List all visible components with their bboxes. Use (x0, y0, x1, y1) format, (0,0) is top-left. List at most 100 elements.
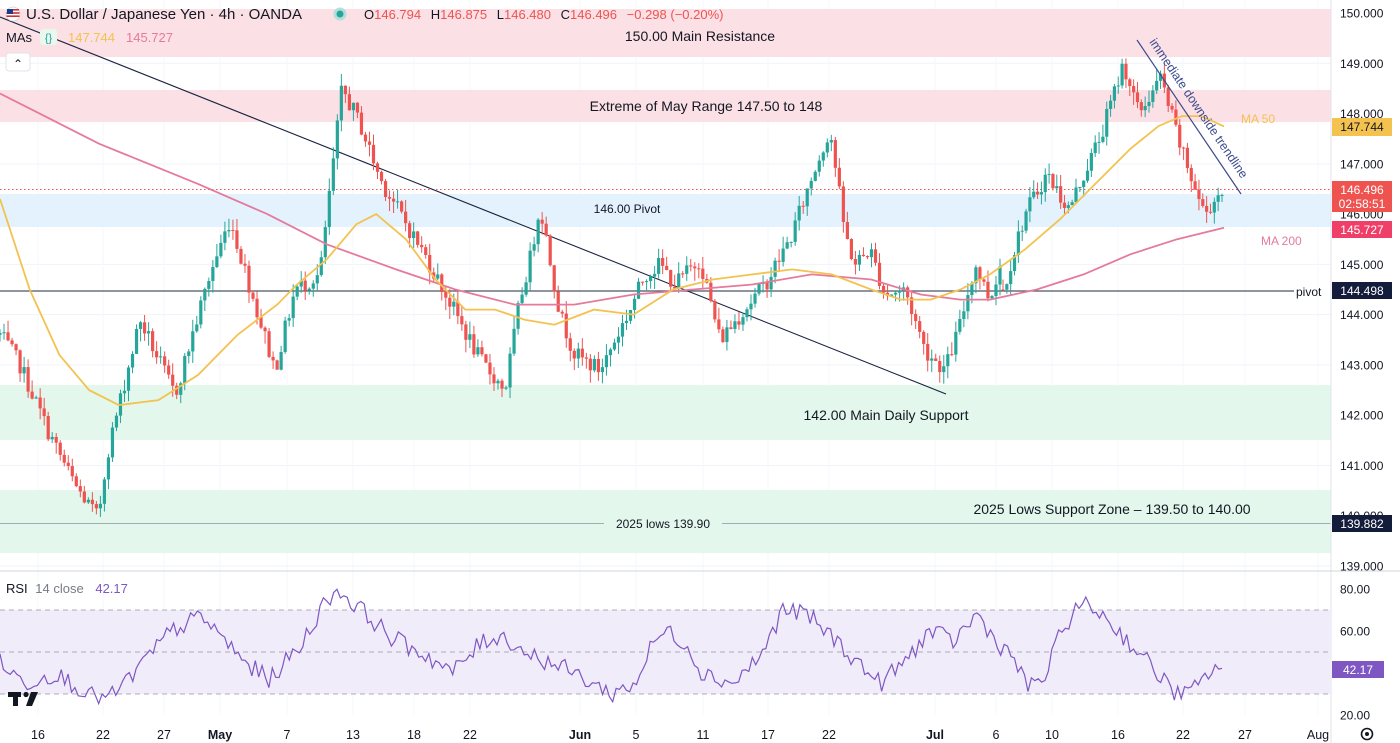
candle-body (693, 266, 697, 269)
candle-body (18, 350, 22, 374)
ohlc-values: O146.794 H146.875 L146.480 C146.496 −0.2… (364, 7, 724, 22)
candle-body (66, 462, 70, 467)
rsi-legend-params: 14 close (35, 581, 83, 596)
price-tick-label: 142.000 (1340, 409, 1384, 423)
candle-body (624, 320, 629, 324)
price-axis[interactable]: 139.000140.000141.000142.000143.000144.0… (1340, 7, 1384, 574)
svg-text:RSI 14 close 42.17: RSI 14 close 42.17 (6, 581, 128, 596)
rsi-tick-label: 80.00 (1340, 583, 1370, 597)
main-resistance-label: 150.00 Main Resistance (625, 28, 775, 44)
ma50-legend-value: 147.744 (68, 30, 115, 45)
candle-body (753, 293, 757, 304)
symbol-title[interactable]: U.S. Dollar / Japanese Yen · 4h · OANDA (26, 6, 302, 23)
candle-body (540, 219, 544, 224)
candle-body (355, 102, 360, 113)
chart-header: U.S. Dollar / Japanese Yen · 4h · OANDA … (5, 6, 724, 72)
candle-body (291, 296, 295, 319)
candle-body (994, 284, 998, 297)
collapse-legend-button[interactable]: ⌃ (5, 52, 31, 72)
candle-body (825, 142, 829, 153)
lows-line-label: 2025 lows 139.90 (616, 517, 710, 531)
candle-body (889, 294, 894, 296)
mas-legend-label[interactable]: MAs (6, 30, 33, 45)
tradingview-logo-icon[interactable] (8, 691, 38, 706)
candle-body (512, 328, 516, 354)
candle-body (1032, 191, 1036, 198)
candle-body (926, 343, 930, 361)
ma50-line[interactable] (0, 115, 1225, 407)
price-tick-label: 147.000 (1340, 157, 1384, 171)
time-axis[interactable]: 16 22 27 May 7 13 18 22 Jun 5 11 17 22 Jul 6 10 16 22 27 Au… (31, 728, 1329, 742)
candle-body (1181, 147, 1186, 149)
candle-body (50, 436, 54, 440)
candle-body (62, 454, 66, 463)
candle-body (897, 290, 902, 293)
candle-body (134, 328, 139, 354)
candle-body (649, 276, 653, 282)
candle-body (1082, 180, 1086, 187)
candle-body (191, 331, 195, 352)
candle-body (685, 265, 689, 274)
rsi-tick-label: 60.00 (1340, 625, 1370, 639)
candle-body (612, 342, 617, 350)
market-status-icon[interactable] (333, 7, 347, 21)
candle-body (359, 112, 364, 135)
candle-body (371, 144, 376, 164)
candle-body (640, 281, 645, 283)
candle-body (950, 354, 954, 356)
candle-body (480, 347, 484, 355)
candle-body (428, 254, 432, 273)
candle-body (580, 348, 584, 358)
immediate-downside-trendline[interactable] (1136, 39, 1242, 195)
candle-body (496, 380, 500, 384)
candle-body (853, 258, 858, 265)
candle-body (1216, 195, 1220, 202)
time-tick-label: Jul (926, 728, 944, 742)
candle-body (536, 219, 540, 245)
svg-text:139.882: 139.882 (1340, 517, 1384, 531)
candle-body (500, 380, 504, 389)
candle-body (408, 223, 412, 239)
candle-body (387, 197, 392, 199)
candle-body (1093, 142, 1097, 154)
candle-body (669, 269, 673, 287)
time-tick-label: 5 (633, 728, 640, 742)
candle-body (1078, 186, 1082, 188)
candle-body (833, 140, 837, 168)
candle-body (22, 367, 26, 374)
candle-body (725, 327, 729, 343)
candle-body (94, 504, 98, 509)
candle-body (1066, 205, 1070, 208)
rsi-line[interactable] (0, 588, 1223, 706)
candle-body (737, 321, 741, 325)
rsi-tick-label: 20.00 (1340, 709, 1370, 723)
candle-body (98, 503, 103, 509)
candle-body (1047, 174, 1051, 176)
candle-body (632, 298, 637, 310)
time-tick-label: 16 (1111, 728, 1125, 742)
candle-body (938, 360, 942, 373)
time-tick-label: Aug (1307, 728, 1329, 742)
candle-body (299, 280, 303, 287)
candle-body (1005, 284, 1009, 290)
candle-body (251, 292, 255, 299)
main-downtrend-line[interactable] (0, 16, 947, 395)
change-value: −0.298 (−0.20%) (627, 7, 724, 22)
source-code-icon[interactable]: {} (40, 29, 57, 45)
rsi-legend[interactable]: RSI 14 close 42.17 (6, 581, 128, 596)
candle-body (295, 286, 299, 297)
candle-body (520, 294, 524, 304)
ma200-line[interactable] (0, 92, 1225, 306)
candle-body (1193, 181, 1197, 190)
candle-body (1205, 205, 1209, 212)
pivot-label: pivot (1296, 285, 1322, 299)
candle-body (488, 362, 492, 375)
time-tick-label: 7 (284, 728, 291, 742)
time-tick-label: 13 (346, 728, 360, 742)
gear-icon[interactable] (1360, 727, 1374, 741)
candle-body (476, 347, 480, 355)
candle-body (42, 408, 46, 417)
candle-body (1009, 271, 1013, 285)
candle-body (1112, 86, 1117, 101)
